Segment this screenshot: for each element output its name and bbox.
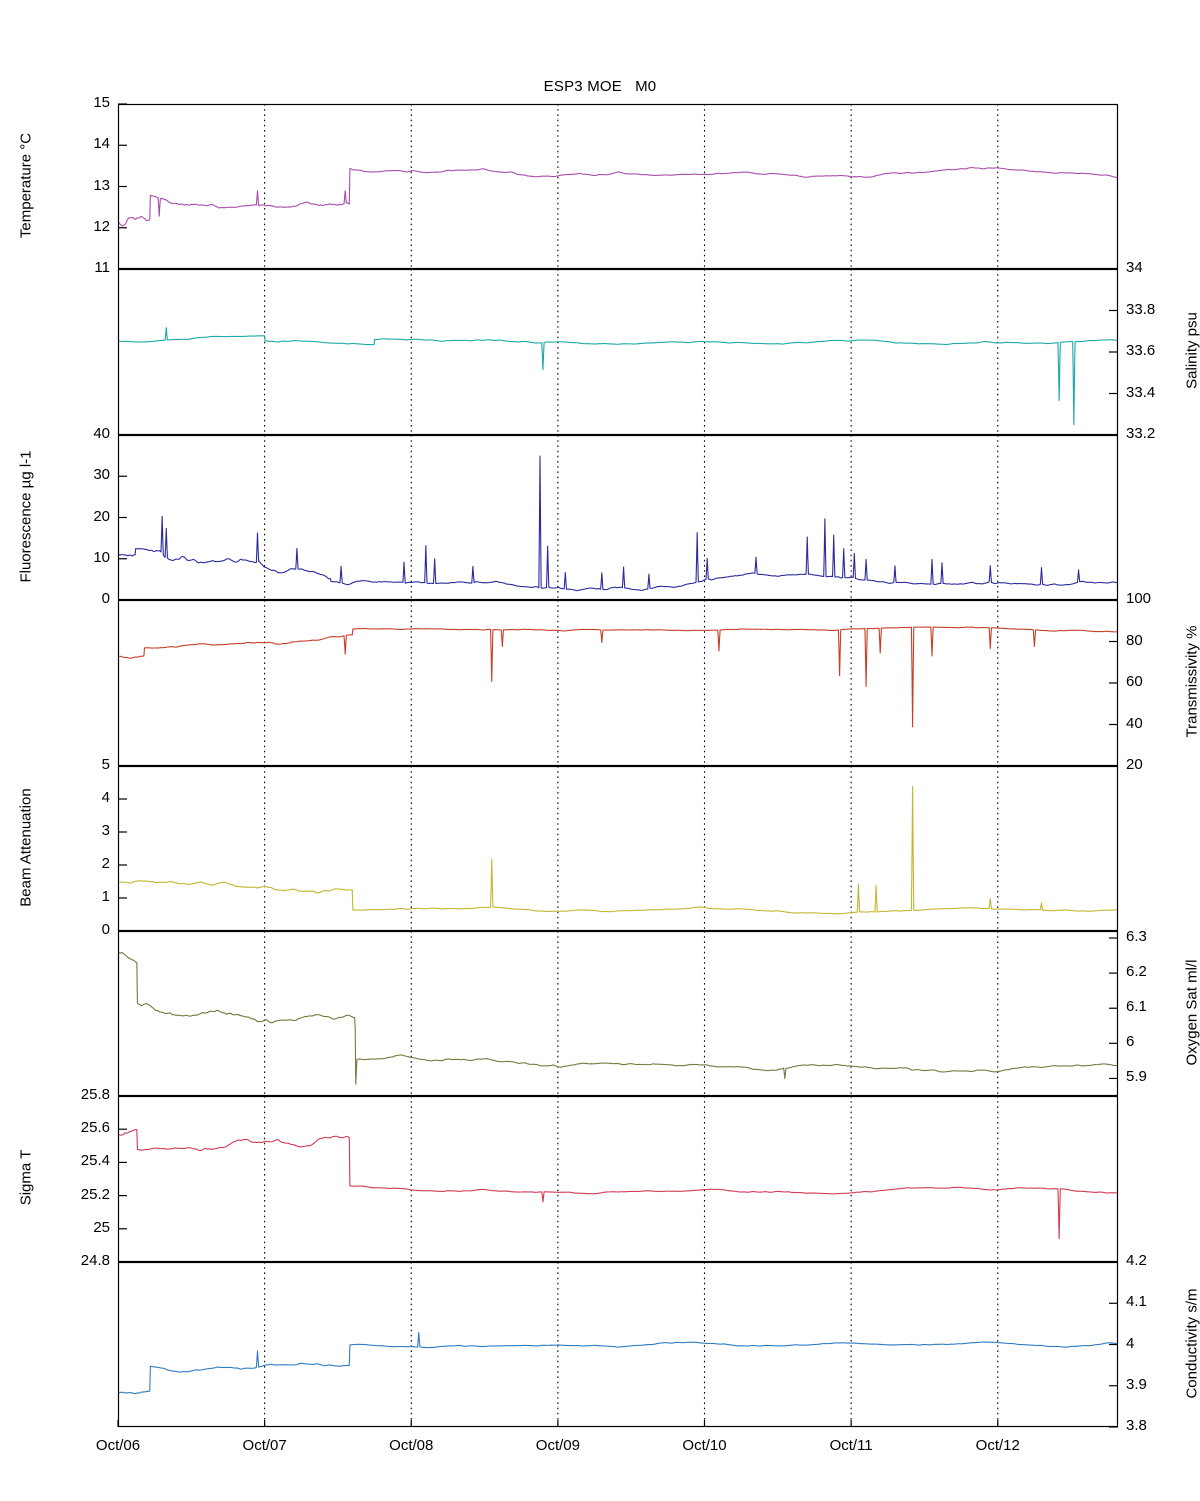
y-tick-label: 15 bbox=[93, 94, 110, 111]
y-tick-label: 25.2 bbox=[80, 1185, 110, 1203]
y-tick-label: 30 bbox=[93, 466, 110, 484]
y-tick-label: 20 bbox=[1126, 756, 1143, 773]
panel-transmissivity bbox=[117, 599, 1119, 767]
y-tick-label: 5.9 bbox=[1126, 1068, 1147, 1086]
panel-temperature bbox=[117, 103, 1119, 270]
y-tick-label: 33.6 bbox=[1126, 342, 1156, 359]
y-tick-label: 25.8 bbox=[80, 1086, 110, 1103]
y-tick-label: 2 bbox=[101, 855, 110, 872]
y-tick-label: 4.1 bbox=[1126, 1293, 1147, 1311]
y-tick-label: 5 bbox=[101, 756, 110, 773]
x-tick-label: Oct/11 bbox=[829, 1437, 873, 1454]
y-tick-label: 1 bbox=[101, 888, 110, 905]
y-tick-label: 3 bbox=[101, 822, 110, 839]
y-axis-label-oxygen_sat: Oxygen Sat ml/l bbox=[1183, 959, 1200, 1065]
x-tick-label: Oct/06 bbox=[95, 1437, 141, 1454]
panel-salinity bbox=[117, 268, 1119, 436]
panel-frame bbox=[117, 599, 1119, 767]
y-axis-label-temperature: Temperature °C bbox=[17, 132, 35, 238]
plot-area-salinity bbox=[117, 268, 1119, 436]
y-axis-label-sigma_t: Sigma T bbox=[17, 1149, 35, 1206]
y-tick-label: 13 bbox=[93, 176, 110, 194]
y-tick-label: 11 bbox=[94, 259, 110, 276]
y-tick-label: 12 bbox=[93, 217, 110, 235]
data-trace-transmissivity bbox=[119, 626, 1117, 728]
y-tick-label: 0 bbox=[101, 921, 110, 938]
panel-beam-attenuation bbox=[117, 765, 1119, 932]
y-axis-label-salinity: Salinity psu bbox=[1183, 312, 1200, 389]
data-trace-oxygen_sat bbox=[119, 951, 1117, 1085]
y-tick-label: 6 bbox=[1126, 1033, 1135, 1051]
panel-frame bbox=[117, 103, 1119, 270]
y-tick-label: 60 bbox=[1126, 673, 1143, 690]
y-tick-label: 40 bbox=[1126, 714, 1143, 732]
data-trace-beam_attenuation bbox=[119, 785, 1117, 915]
data-trace-conductivity bbox=[119, 1332, 1117, 1395]
y-tick-label: 33.2 bbox=[1126, 425, 1156, 442]
y-tick-label: 100 bbox=[1126, 590, 1152, 607]
y-tick-label: 33.8 bbox=[1126, 300, 1156, 318]
panel-frame bbox=[117, 930, 1119, 1097]
panel-sigma-t bbox=[117, 1095, 1119, 1263]
plot-area-oxygen_sat bbox=[117, 930, 1119, 1097]
y-tick-label: 4 bbox=[1126, 1334, 1135, 1352]
plot-area-conductivity bbox=[117, 1261, 1119, 1428]
x-tick-label: Oct/08 bbox=[389, 1437, 434, 1454]
y-tick-label: 34 bbox=[1126, 259, 1143, 276]
plot-area-transmissivity bbox=[117, 599, 1119, 767]
x-tick-label: Oct/09 bbox=[535, 1437, 580, 1454]
panel-fluorescence bbox=[117, 434, 1119, 601]
panel-conductivity bbox=[117, 1261, 1119, 1428]
panel-frame bbox=[117, 765, 1119, 932]
y-axis-label-fluorescence: Fluorescence µg l-1 bbox=[17, 449, 35, 583]
data-trace-fluorescence bbox=[119, 455, 1117, 592]
y-tick-label: 25.4 bbox=[80, 1152, 110, 1170]
plot-area-temperature bbox=[117, 103, 1119, 270]
y-tick-label: 4 bbox=[101, 789, 110, 806]
panel-frame bbox=[117, 434, 1119, 601]
data-trace-salinity bbox=[119, 327, 1117, 426]
x-tick-label: Oct/07 bbox=[242, 1437, 287, 1454]
y-tick-label: 6.1 bbox=[1126, 998, 1147, 1016]
y-tick-label: 20 bbox=[93, 507, 110, 525]
y-tick-label: 25 bbox=[93, 1218, 110, 1236]
y-tick-label: 33.4 bbox=[1126, 383, 1156, 401]
y-tick-label: 24.8 bbox=[80, 1252, 110, 1269]
data-trace-sigma_t bbox=[119, 1129, 1117, 1240]
panel-frame bbox=[117, 1261, 1119, 1428]
y-tick-label: 3.8 bbox=[1126, 1417, 1147, 1434]
y-tick-label: 6.3 bbox=[1126, 928, 1147, 946]
plot-area-beam_attenuation bbox=[117, 765, 1119, 932]
data-trace-temperature bbox=[119, 167, 1117, 227]
panel-frame bbox=[117, 1095, 1119, 1263]
y-axis-label-beam_attenuation: Beam Attenuation bbox=[17, 787, 35, 907]
y-tick-label: 25.6 bbox=[80, 1119, 110, 1137]
y-axis-label-conductivity: Conductivity s/m bbox=[1183, 1287, 1200, 1399]
x-tick-label: Oct/12 bbox=[975, 1437, 1020, 1454]
plot-area-sigma_t bbox=[117, 1095, 1119, 1263]
y-tick-label: 4.2 bbox=[1126, 1252, 1147, 1269]
chart-title: ESP3 MOE M0 bbox=[543, 78, 657, 95]
plot-area-fluorescence bbox=[117, 434, 1119, 601]
y-tick-label: 80 bbox=[1126, 631, 1143, 649]
x-tick-label: Oct/10 bbox=[682, 1437, 727, 1454]
panel-frame bbox=[117, 268, 1119, 436]
panel-oxygen-sat bbox=[117, 930, 1119, 1097]
y-tick-label: 3.9 bbox=[1126, 1375, 1147, 1393]
y-tick-label: 6.2 bbox=[1126, 963, 1147, 981]
y-tick-label: 40 bbox=[93, 425, 110, 442]
y-axis-label-transmissivity: Transmissivity % bbox=[1183, 625, 1200, 738]
y-tick-label: 0 bbox=[101, 590, 110, 607]
y-tick-label: 14 bbox=[93, 135, 110, 153]
y-tick-label: 10 bbox=[93, 548, 110, 566]
